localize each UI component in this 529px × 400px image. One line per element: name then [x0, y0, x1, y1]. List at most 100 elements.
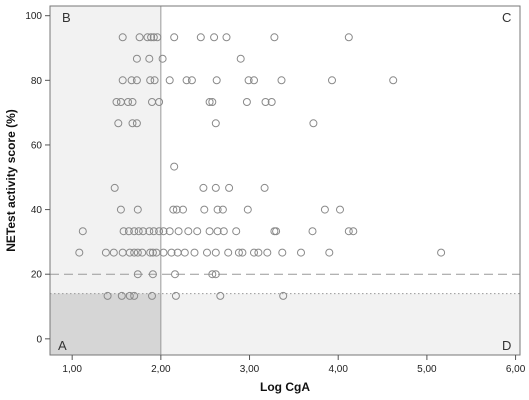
data-point — [200, 205, 209, 214]
data-point — [169, 205, 178, 214]
data-point — [145, 54, 154, 63]
data-point — [211, 183, 220, 192]
data-point — [261, 98, 270, 106]
data-point — [309, 119, 318, 128]
data-point — [130, 248, 139, 257]
data-point — [180, 248, 189, 257]
data-point — [212, 76, 221, 85]
data-point — [139, 227, 148, 236]
data-point — [344, 33, 353, 42]
data-point — [155, 98, 164, 106]
data-point — [146, 248, 155, 257]
data-point — [158, 54, 167, 63]
quadrant-label-a: A — [58, 338, 67, 353]
y-tick-label: 100 — [25, 11, 42, 22]
data-point — [225, 183, 234, 192]
x-axis-title: Log CgA — [260, 380, 310, 394]
data-point — [184, 227, 193, 236]
data-point — [187, 76, 196, 85]
data-point — [132, 76, 141, 85]
data-point — [208, 270, 217, 279]
data-point — [267, 98, 276, 106]
y-tick-label: 80 — [31, 76, 43, 87]
data-point — [130, 227, 139, 236]
data-point — [133, 248, 142, 257]
data-point — [159, 248, 168, 257]
quadrant-label-c: C — [502, 10, 511, 25]
x-tick-label: 2,00 — [151, 364, 171, 375]
data-point — [171, 270, 179, 279]
data-point — [254, 248, 263, 257]
data-point — [147, 33, 156, 42]
data-point — [153, 33, 162, 42]
data-point — [133, 270, 142, 279]
data-point — [117, 291, 126, 300]
data-point — [193, 227, 202, 236]
data-point — [203, 248, 211, 257]
data-point — [328, 76, 336, 85]
data-point — [149, 33, 158, 42]
data-point — [210, 33, 219, 42]
data-point — [146, 76, 155, 85]
data-point — [325, 248, 334, 257]
plot-frame — [49, 5, 521, 356]
data-point — [132, 119, 141, 128]
region-a-shade — [50, 293, 161, 355]
data-point — [208, 98, 217, 106]
data-point — [75, 248, 84, 257]
data-point — [277, 76, 286, 85]
data-point — [143, 33, 152, 42]
data-point — [148, 291, 156, 300]
data-point — [437, 248, 446, 257]
data-point — [308, 227, 317, 236]
data-point — [132, 54, 141, 63]
data-point — [103, 291, 112, 300]
x-tick-label: 3,00 — [240, 364, 260, 375]
data-point — [170, 162, 179, 171]
data-point — [182, 76, 191, 85]
data-point — [128, 119, 137, 128]
data-point — [171, 291, 180, 300]
data-point — [109, 248, 118, 257]
data-point — [167, 248, 176, 257]
data-point — [263, 248, 272, 257]
data-point — [124, 227, 133, 236]
data-point — [205, 98, 214, 106]
data-point — [218, 205, 227, 214]
data-point — [297, 248, 305, 257]
quadrant-label-d: D — [502, 338, 511, 353]
x-tick-label: 4,00 — [328, 364, 348, 375]
data-point — [243, 205, 252, 214]
data-point — [205, 227, 214, 236]
data-point — [389, 76, 398, 85]
data-point — [196, 33, 205, 42]
data-point — [148, 270, 157, 279]
y-tick-label: 0 — [36, 334, 42, 345]
data-point — [170, 33, 179, 42]
data-point — [112, 98, 121, 106]
data-point — [211, 248, 220, 257]
data-point — [145, 227, 154, 236]
y-axis-title: NETest activity score (%) — [4, 109, 18, 252]
data-point — [219, 227, 228, 236]
data-point — [101, 248, 110, 257]
data-point — [232, 227, 241, 236]
data-point — [118, 76, 127, 85]
data-point — [148, 248, 157, 257]
data-point — [116, 205, 125, 214]
data-point — [135, 33, 144, 42]
data-point — [349, 227, 358, 236]
data-point — [279, 291, 288, 300]
data-point — [119, 227, 128, 236]
x-tick-label: 5,00 — [417, 364, 437, 375]
data-point — [222, 33, 231, 42]
data-point — [320, 205, 329, 214]
data-point — [190, 248, 199, 257]
data-point — [260, 183, 269, 192]
data-point — [118, 33, 127, 42]
y-tick-label: 60 — [31, 140, 43, 151]
data-point — [199, 183, 208, 192]
data-point — [179, 205, 187, 214]
data-point — [150, 76, 159, 85]
